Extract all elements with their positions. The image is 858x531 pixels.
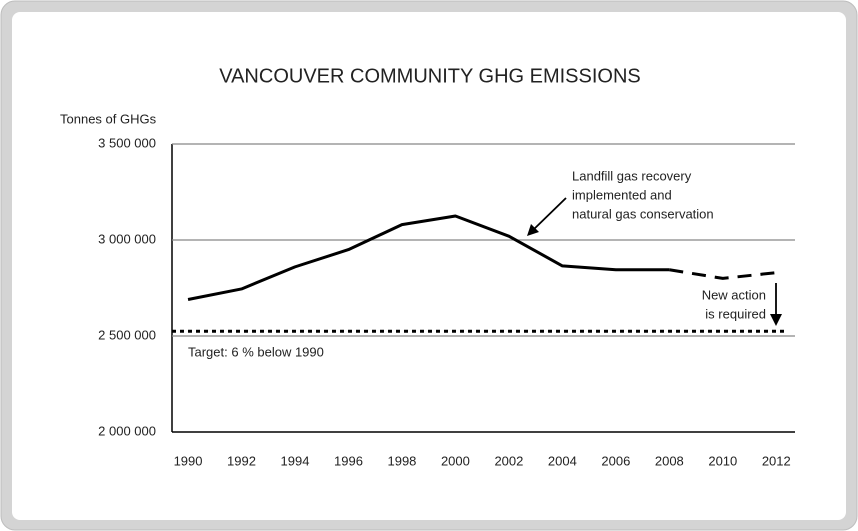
y-tick-label: 2 000 000 <box>98 423 156 438</box>
x-tick-label: 2012 <box>762 453 791 468</box>
y-axis-label: Tonnes of GHGs <box>60 111 157 126</box>
x-tick-label: 2010 <box>708 453 737 468</box>
arrow-head <box>770 314 782 326</box>
x-tick-label: 1996 <box>334 453 363 468</box>
target-label: Target: 6 % below 1990 <box>188 345 324 360</box>
annotation: New action <box>702 287 766 302</box>
x-tick-label: 1990 <box>174 453 203 468</box>
annotation: natural gas conservation <box>572 206 714 221</box>
arrow-head <box>527 224 539 236</box>
series-line <box>669 268 777 280</box>
panel <box>12 12 846 520</box>
annotation: Landfill gas recovery <box>572 168 692 183</box>
chart-title: VANCOUVER COMMUNITY GHG EMISSIONS <box>219 65 641 87</box>
annotation-arrow <box>530 197 567 233</box>
annotation: is required <box>705 306 766 321</box>
x-tick-label: 2004 <box>548 453 577 468</box>
y-tick-label: 3 500 000 <box>98 135 156 150</box>
x-tick-label: 2008 <box>655 453 684 468</box>
annotation: implemented and <box>572 187 672 202</box>
x-tick-label: 1998 <box>387 453 416 468</box>
x-tick-label: 2002 <box>494 453 523 468</box>
x-tick-label: 2000 <box>441 453 470 468</box>
x-tick-label: 1994 <box>281 453 310 468</box>
y-tick-label: 3 000 000 <box>98 231 156 246</box>
x-tick-label: 1992 <box>227 453 256 468</box>
y-tick-label: 2 500 000 <box>98 327 156 342</box>
series-line <box>187 214 670 301</box>
x-tick-label: 2006 <box>601 453 630 468</box>
